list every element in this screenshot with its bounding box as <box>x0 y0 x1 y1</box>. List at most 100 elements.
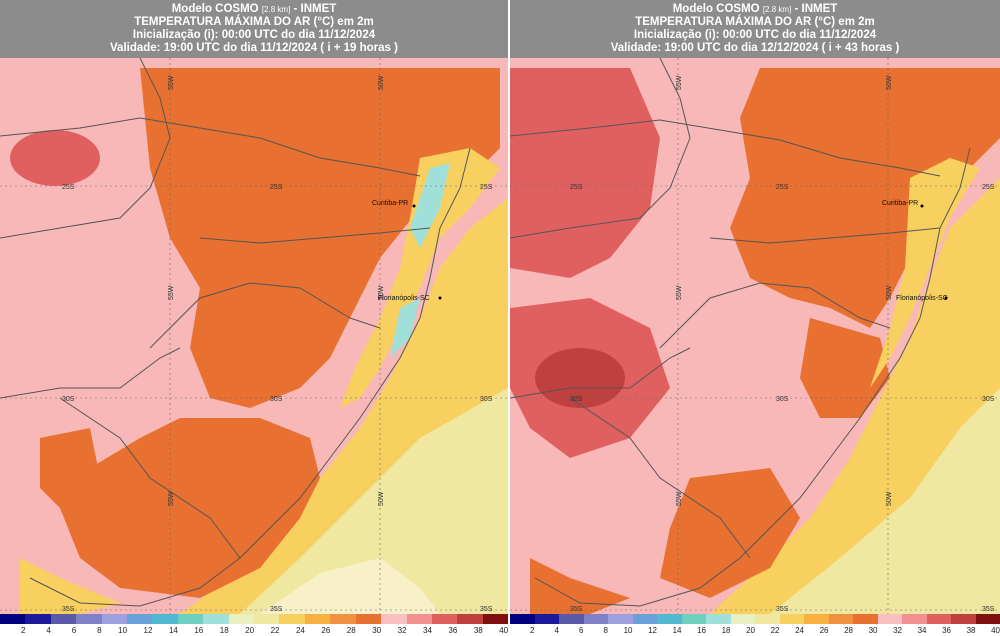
colorbar-label: 22 <box>770 626 780 635</box>
map-svg: 25S 25S 25S 30S 30S 30S 35S 35S 35S 55W … <box>0 58 508 614</box>
panel-header: Modelo COSMO [2.8 km] - INMET TEMPERATUR… <box>0 0 508 58</box>
colorbar-swatch <box>177 614 204 624</box>
lon-label-50-mid: 50W <box>378 285 385 300</box>
colorbar-swatch <box>76 614 102 624</box>
lon-label-55-top: 55W <box>168 75 175 90</box>
colorbar: 2 4 6 8 10 12 14 16 18 20 22 24 26 28 30 32 34 36 38 40 <box>0 614 508 636</box>
colorbar-swatch <box>608 614 633 624</box>
colorbar-label: 2 <box>20 626 26 635</box>
colorbar-label: 32 <box>397 626 407 635</box>
state-border <box>0 117 421 177</box>
state-border-pr-sc <box>709 227 941 244</box>
ocean-area-cooler <box>260 558 440 614</box>
colorbar-label: 28 <box>844 626 853 635</box>
coastline <box>29 147 471 607</box>
colorbar-label: 20 <box>746 626 755 635</box>
lat-label-30-mid: 30S <box>776 396 789 403</box>
warm-region-south <box>60 418 320 598</box>
variable-title: TEMPERATURA MÁXIMA DO AR (°C) em 2m <box>635 16 875 28</box>
lat-label-35-right: 35S <box>982 606 995 613</box>
lat-label-30-left: 30S <box>570 396 583 403</box>
lat-label-25-right: 25S <box>480 184 493 191</box>
colorbar-label: 26 <box>321 626 331 635</box>
city-label-florianopolis: Florianópolis-SC <box>378 295 430 302</box>
lat-label-25-left: 25S <box>62 184 75 191</box>
south-coast-warm <box>530 558 630 614</box>
ocean-area-cool <box>770 388 1000 614</box>
institute: - INMET <box>293 3 337 15</box>
initialization-text: Inicialização (i): 00:00 UTC do dia 11/1… <box>633 29 877 41</box>
colorbar-label: 12 <box>143 626 153 635</box>
south-coast <box>20 558 120 614</box>
model-name: Modelo COSMO <box>672 3 760 15</box>
colorbar-swatch <box>304 614 331 624</box>
colorbar-label: 6 <box>579 626 584 635</box>
lon-label-55-bot: 55W <box>168 491 175 506</box>
colorbar-labels: 2 4 6 8 10 12 14 16 18 20 22 24 26 28 30 32 34 36 38 40 <box>510 625 1000 636</box>
colorbar-swatch <box>50 614 77 624</box>
colorbar-swatch <box>951 614 976 624</box>
colorbar-label: 34 <box>917 626 927 635</box>
city-marker-florianopolis <box>944 296 948 300</box>
colorbar-swatch <box>534 614 559 624</box>
colorbar-label: 30 <box>868 626 878 635</box>
colorbar-swatch <box>828 614 853 624</box>
colorbar-label: 38 <box>966 626 976 635</box>
ocean-area-cool <box>240 388 508 614</box>
colorbar-labels: 2 4 6 8 10 12 14 16 18 20 22 24 26 28 30 32 34 36 38 40 <box>0 625 508 636</box>
city-marker-florianopolis <box>438 296 442 300</box>
colorbar-label: 30 <box>372 626 382 635</box>
colorbar-swatches <box>510 614 1000 624</box>
hot-region-northwest <box>510 68 660 278</box>
colorbar-label: 16 <box>697 626 706 635</box>
lat-label-35-mid: 35S <box>776 606 789 613</box>
colorbar-swatch <box>706 614 731 624</box>
colorbar-swatch <box>583 614 608 624</box>
country-border-uy <box>569 397 751 559</box>
colorbar-label: 26 <box>819 626 829 635</box>
state-border-pr-sc <box>199 227 431 244</box>
coastline <box>534 147 971 607</box>
colorbar-swatch <box>279 614 305 624</box>
lat-label-30-right: 30S <box>480 396 493 403</box>
colorbar-swatch <box>877 614 902 624</box>
lat-label-25-left: 25S <box>570 184 583 191</box>
colorbar-label: 34 <box>423 626 432 635</box>
colorbar-label: 16 <box>194 626 204 635</box>
city-label-curitiba: Curitiba-PR <box>372 200 408 207</box>
lon-label-50-mid: 50W <box>886 285 893 300</box>
colorbar-swatch <box>510 614 535 624</box>
state-border-sc-rs <box>149 282 381 349</box>
mountain-cool <box>410 163 450 248</box>
colorbar-swatch <box>559 614 584 624</box>
lat-label-30-mid: 30S <box>270 396 283 403</box>
colorbar: 2 4 6 8 10 12 14 16 18 20 22 24 26 28 30 32 34 36 38 40 <box>510 614 1000 636</box>
temperature-map: 25S 25S 25S 30S 30S 30S 35S 35S 35S 55W … <box>0 58 508 614</box>
colorbar-label: 14 <box>672 626 682 635</box>
state-border-sc-rs <box>659 282 891 349</box>
colorbar-swatch <box>632 614 657 624</box>
colorbar-label: 36 <box>942 626 951 635</box>
colorbar-swatch <box>926 614 951 624</box>
colorbar-label: 18 <box>721 626 731 635</box>
colorbar-label: 24 <box>295 626 305 635</box>
colorbar-swatch <box>681 614 706 624</box>
colorbar-swatch <box>25 614 51 624</box>
lat-label-30-left: 30S <box>62 396 75 403</box>
colorbar-swatch <box>254 614 280 624</box>
city-label-curitiba: Curitiba-PR <box>882 200 918 207</box>
lon-label-55-bot: 55W <box>676 491 683 506</box>
country-border <box>0 347 181 399</box>
city-label-florianopolis: Florianópolis-SC <box>896 295 948 302</box>
colorbar-swatch <box>975 614 1000 624</box>
very-hot-spot <box>535 348 625 408</box>
colorbar-label: 22 <box>270 626 280 635</box>
colorbar-swatch <box>152 614 178 624</box>
colorbar-label: 24 <box>795 626 804 635</box>
colorbar-label: 40 <box>991 626 1000 635</box>
map-svg: 25S 25S 25S 30S 30S 30S 35S 35S 35S 55W … <box>510 58 1000 614</box>
colorbar-swatches <box>0 614 508 624</box>
initialization-text: Inicialização (i): 00:00 UTC do dia 11/1… <box>132 29 376 41</box>
lon-label-55-mid: 55W <box>676 285 683 300</box>
colorbar-swatch <box>902 614 927 624</box>
